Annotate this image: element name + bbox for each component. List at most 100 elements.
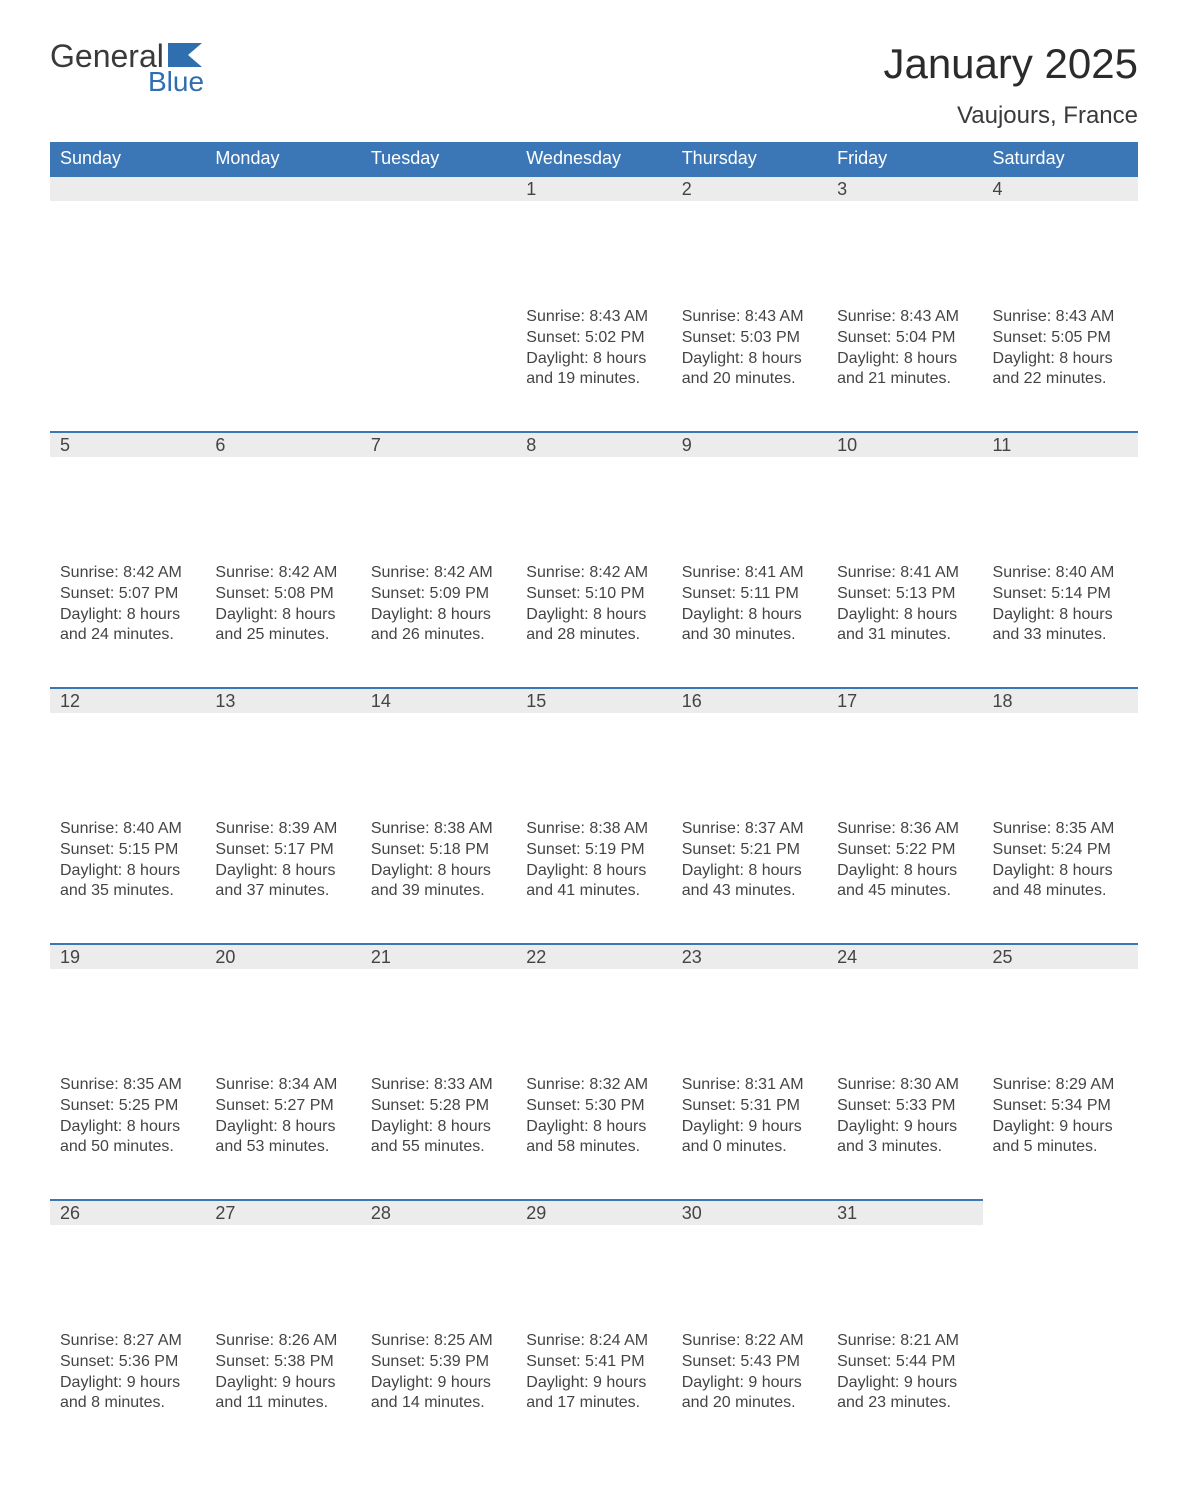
weekday-header: Wednesday [516, 142, 671, 175]
sunset-label: Sunset: [215, 1353, 274, 1370]
daynum: 8 [516, 431, 671, 457]
sunrise-value: 8:41 AM [900, 564, 959, 581]
daynum: 3 [827, 175, 982, 201]
daybody: Sunrise: 8:30 AMSunset: 5:33 PMDaylight:… [827, 1071, 982, 1178]
daylight-label: Daylight: [215, 862, 282, 879]
sunrise-line: Sunrise: 8:40 AM [60, 819, 195, 840]
sunset-line: Sunset: 5:17 PM [215, 840, 350, 861]
daylight-line: Daylight: 8 hours and 33 minutes. [993, 605, 1128, 647]
daylight-line: Daylight: 8 hours and 43 minutes. [682, 861, 817, 903]
sunrise-line: Sunrise: 8:21 AM [837, 1331, 972, 1352]
sunrise-value: 8:43 AM [1056, 308, 1115, 325]
daynum: 26 [50, 1199, 205, 1225]
sunset-value: 5:18 PM [430, 841, 490, 858]
sunset-label: Sunset: [215, 1097, 274, 1114]
week-body-row: Sunrise: 8:42 AMSunset: 5:07 PMDaylight:… [50, 559, 1138, 687]
sunrise-line: Sunrise: 8:41 AM [682, 563, 817, 584]
sunrise-line: Sunrise: 8:24 AM [526, 1331, 661, 1352]
daybody-empty [361, 303, 516, 327]
sunrise-label: Sunrise: [526, 1332, 589, 1349]
calendar-table: SundayMondayTuesdayWednesdayThursdayFrid… [50, 142, 1138, 1455]
daybody: Sunrise: 8:25 AMSunset: 5:39 PMDaylight:… [361, 1327, 516, 1434]
sunrise-label: Sunrise: [215, 820, 278, 837]
sunrise-label: Sunrise: [60, 1332, 123, 1349]
sunset-line: Sunset: 5:10 PM [526, 584, 661, 605]
sunset-value: 5:25 PM [119, 1097, 179, 1114]
sunset-line: Sunset: 5:19 PM [526, 840, 661, 861]
daylight-line: Daylight: 8 hours and 37 minutes. [215, 861, 350, 903]
daylight-label: Daylight: [371, 1374, 438, 1391]
daylight-label: Daylight: [60, 1118, 127, 1135]
daylight-label: Daylight: [60, 862, 127, 879]
page-title: January 2025 [883, 40, 1138, 88]
daylight-label: Daylight: [993, 862, 1060, 879]
daylight-line: Daylight: 9 hours and 17 minutes. [526, 1373, 661, 1415]
sunset-value: 5:22 PM [896, 841, 956, 858]
daynum: 25 [983, 943, 1138, 969]
sunset-label: Sunset: [215, 841, 274, 858]
daylight-line: Daylight: 8 hours and 50 minutes. [60, 1117, 195, 1159]
sunrise-line: Sunrise: 8:30 AM [837, 1075, 972, 1096]
daybody: Sunrise: 8:40 AMSunset: 5:15 PMDaylight:… [50, 815, 205, 922]
sunrise-line: Sunrise: 8:26 AM [215, 1331, 350, 1352]
daybody: Sunrise: 8:35 AMSunset: 5:24 PMDaylight:… [983, 815, 1138, 922]
sunset-value: 5:09 PM [430, 585, 490, 602]
sunrise-label: Sunrise: [993, 308, 1056, 325]
sunset-line: Sunset: 5:44 PM [837, 1352, 972, 1373]
sunset-label: Sunset: [371, 1353, 430, 1370]
logo-word1: General [50, 40, 164, 72]
sunrise-label: Sunrise: [837, 564, 900, 581]
daynum-empty [50, 175, 205, 201]
sunrise-line: Sunrise: 8:36 AM [837, 819, 972, 840]
daylight-line: Daylight: 9 hours and 20 minutes. [682, 1373, 817, 1415]
logo: General Blue [50, 40, 204, 96]
sunrise-label: Sunrise: [837, 1332, 900, 1349]
sunrise-value: 8:38 AM [434, 820, 493, 837]
daybody: Sunrise: 8:42 AMSunset: 5:08 PMDaylight:… [205, 559, 360, 666]
sunrise-line: Sunrise: 8:42 AM [526, 563, 661, 584]
sunset-label: Sunset: [60, 1097, 119, 1114]
daylight-line: Daylight: 9 hours and 3 minutes. [837, 1117, 972, 1159]
sunrise-value: 8:22 AM [745, 1332, 804, 1349]
sunrise-label: Sunrise: [993, 1076, 1056, 1093]
sunrise-line: Sunrise: 8:43 AM [526, 307, 661, 328]
sunset-line: Sunset: 5:30 PM [526, 1096, 661, 1117]
sunset-value: 5:38 PM [274, 1353, 334, 1370]
sunrise-line: Sunrise: 8:38 AM [371, 819, 506, 840]
daylight-label: Daylight: [60, 606, 127, 623]
daybody: Sunrise: 8:33 AMSunset: 5:28 PMDaylight:… [361, 1071, 516, 1178]
sunrise-line: Sunrise: 8:43 AM [682, 307, 817, 328]
weekday-header: Thursday [672, 142, 827, 175]
sunset-line: Sunset: 5:34 PM [993, 1096, 1128, 1117]
daybody: Sunrise: 8:43 AMSunset: 5:03 PMDaylight:… [672, 303, 827, 410]
daybody: Sunrise: 8:43 AMSunset: 5:02 PMDaylight:… [516, 303, 671, 410]
sunrise-value: 8:29 AM [1056, 1076, 1115, 1093]
daylight-label: Daylight: [60, 1374, 127, 1391]
sunrise-line: Sunrise: 8:41 AM [837, 563, 972, 584]
daylight-label: Daylight: [993, 606, 1060, 623]
sunrise-label: Sunrise: [215, 1332, 278, 1349]
daybody: Sunrise: 8:38 AMSunset: 5:19 PMDaylight:… [516, 815, 671, 922]
sunset-label: Sunset: [837, 1097, 896, 1114]
daynum: 18 [983, 687, 1138, 713]
daybody: Sunrise: 8:31 AMSunset: 5:31 PMDaylight:… [672, 1071, 827, 1178]
sunset-line: Sunset: 5:05 PM [993, 328, 1128, 349]
daylight-label: Daylight: [526, 606, 593, 623]
sunrise-label: Sunrise: [682, 820, 745, 837]
sunset-value: 5:14 PM [1051, 585, 1111, 602]
daynum: 31 [827, 1199, 982, 1225]
sunset-value: 5:21 PM [740, 841, 800, 858]
sunrise-label: Sunrise: [215, 564, 278, 581]
daylight-label: Daylight: [837, 350, 904, 367]
daybody: Sunrise: 8:41 AMSunset: 5:11 PMDaylight:… [672, 559, 827, 666]
sunset-line: Sunset: 5:15 PM [60, 840, 195, 861]
sunset-label: Sunset: [60, 585, 119, 602]
sunrise-value: 8:30 AM [900, 1076, 959, 1093]
week-body-row: Sunrise: 8:43 AMSunset: 5:02 PMDaylight:… [50, 303, 1138, 431]
week-daynum-row: 262728293031 [50, 1199, 1138, 1327]
daybody-empty [50, 303, 205, 327]
sunset-value: 5:03 PM [740, 329, 800, 346]
daylight-label: Daylight: [215, 1374, 282, 1391]
sunset-value: 5:41 PM [585, 1353, 645, 1370]
daylight-label: Daylight: [682, 606, 749, 623]
